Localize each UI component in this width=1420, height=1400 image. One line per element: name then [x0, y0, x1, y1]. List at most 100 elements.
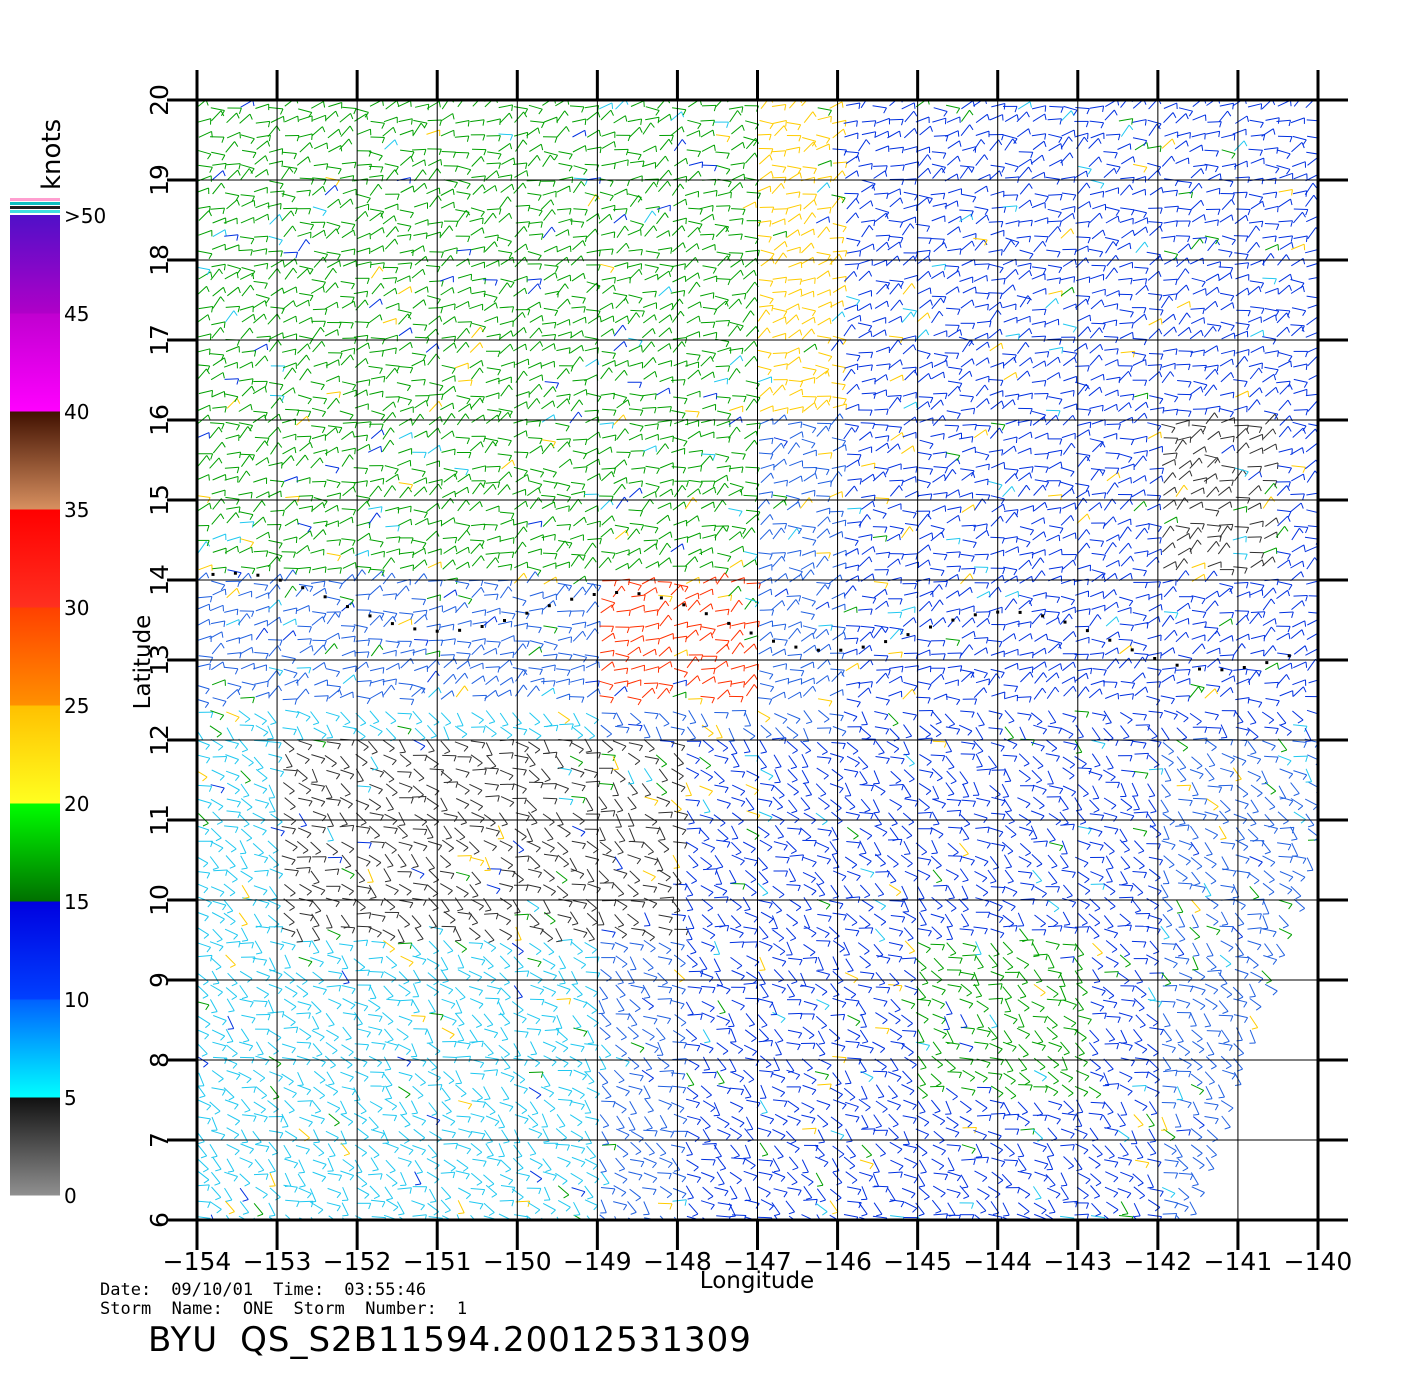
wind-barb: [197, 1099, 212, 1107]
wind-barb: [240, 828, 253, 839]
wind-barb-flag: [1103, 1217, 1106, 1220]
wind-barb-flag: [495, 1069, 499, 1076]
wind-barb: [411, 1015, 426, 1017]
wind-barb-flag: [388, 778, 395, 783]
wind-barb: [1176, 1086, 1184, 1100]
wind-barb-flag: [818, 1042, 825, 1045]
wind-barb-flag: [292, 1092, 297, 1099]
wind-barb: [484, 1056, 499, 1060]
wind-barb-flag: [926, 761, 932, 766]
wind-barb: [483, 840, 497, 847]
wind-barb: [904, 753, 915, 764]
wind-barb: [255, 1086, 268, 1096]
wind-barb: [875, 971, 886, 984]
wind-barb-flag: [1193, 853, 1200, 856]
wind-barb-flag: [349, 774, 355, 780]
wind-barb: [1176, 1129, 1191, 1132]
wind-barb: [1175, 899, 1184, 913]
wind-barb-flag: [1044, 1017, 1048, 1023]
wind-barb: [470, 1214, 476, 1220]
wind-barb: [888, 884, 902, 893]
wind-barb-flag: [216, 938, 223, 943]
colorbar-band-0-5: [10, 1097, 60, 1196]
wind-barb: [1092, 1144, 1103, 1155]
wind-barb-flag: [617, 851, 624, 855]
wind-barb-flag: [738, 820, 744, 826]
wind-barb-flag: [1099, 876, 1104, 882]
wind-barb: [542, 1171, 557, 1176]
wind-barb: [1059, 797, 1069, 810]
wind-barb: [1104, 896, 1116, 907]
wind-barb: [456, 1115, 471, 1118]
wind-barb: [1190, 899, 1201, 911]
wind-barb-flag: [559, 982, 566, 985]
wind-barb: [701, 1172, 715, 1179]
wind-barb: [1017, 1143, 1025, 1157]
wind-barb-flag: [1210, 966, 1217, 971]
wind-barb: [311, 899, 322, 912]
wind-barb: [368, 1116, 379, 1128]
wind-barb: [283, 769, 298, 772]
wind-barb-flag: [460, 822, 467, 826]
wind-barb-flag: [304, 759, 310, 765]
wind-barb: [702, 1100, 716, 1109]
wind-barb: [616, 1027, 627, 1038]
wind-barb-flag: [1012, 1019, 1018, 1025]
wind-barb-flag: [1047, 1154, 1054, 1157]
wind-barb-flag: [644, 794, 651, 797]
wind-barb: [1091, 957, 1104, 967]
wind-barb: [787, 1187, 802, 1191]
wind-barb: [1047, 969, 1062, 974]
wind-barb-flag: [901, 898, 908, 900]
wind-barb-flag: [338, 985, 342, 992]
wind-barb-flag: [799, 959, 803, 966]
wind-barb-flag: [726, 1088, 731, 1095]
wind-barb-flag: [462, 1167, 469, 1172]
wind-barb: [254, 853, 268, 859]
wind-barb: [731, 825, 739, 839]
wind-barb-flag: [667, 1162, 673, 1169]
wind-barb: [688, 854, 699, 866]
wind-barb-flag: [754, 961, 760, 967]
wind-barb: [457, 783, 470, 791]
wind-barb-flag: [851, 1179, 858, 1184]
wind-barb-flag: [619, 994, 626, 999]
wind-barb: [1077, 871, 1090, 880]
wind-barb-flag: [1129, 755, 1133, 762]
wind-barb-flag: [966, 992, 972, 997]
wind-barb: [1045, 1213, 1056, 1220]
wind-barb: [1206, 753, 1216, 766]
wind-barb-flag: [570, 939, 573, 946]
wind-barb-flag: [422, 1061, 427, 1067]
wind-barb: [241, 1098, 251, 1111]
wind-barb: [586, 912, 598, 923]
wind-barb-flag: [824, 1005, 830, 1011]
wind-barb: [959, 1042, 974, 1048]
wind-barb: [1146, 1013, 1159, 1024]
wind-barb-flag: [1187, 1102, 1192, 1109]
wind-barb-flag: [1081, 763, 1087, 768]
wind-barb: [845, 1101, 859, 1108]
wind-barb-flag: [586, 809, 593, 812]
wind-barb-flag: [242, 1212, 249, 1215]
wind-barb-flag: [201, 1053, 208, 1057]
wind-barb: [530, 1041, 538, 1055]
wind-barb-flag: [234, 1104, 239, 1110]
wind-barb-flag: [1270, 790, 1277, 795]
wind-barb: [268, 968, 283, 975]
wind-barb: [384, 1028, 394, 1041]
wind-barb: [630, 1141, 642, 1152]
wind-barb: [573, 1069, 587, 1076]
wind-barb: [613, 869, 628, 874]
wind-barb: [946, 798, 961, 801]
wind-barb-flag: [665, 801, 671, 807]
wind-barb: [757, 1186, 771, 1194]
wind-barb: [1120, 856, 1131, 868]
wind-barb: [197, 784, 212, 787]
wind-barb-flag: [939, 1139, 945, 1144]
wind-barb-flag: [219, 775, 225, 781]
wind-barb-flag: [780, 1135, 786, 1141]
wind-barb-flag: [925, 875, 931, 881]
wind-barb: [1019, 843, 1032, 854]
wind-barb-flag: [652, 1162, 657, 1169]
